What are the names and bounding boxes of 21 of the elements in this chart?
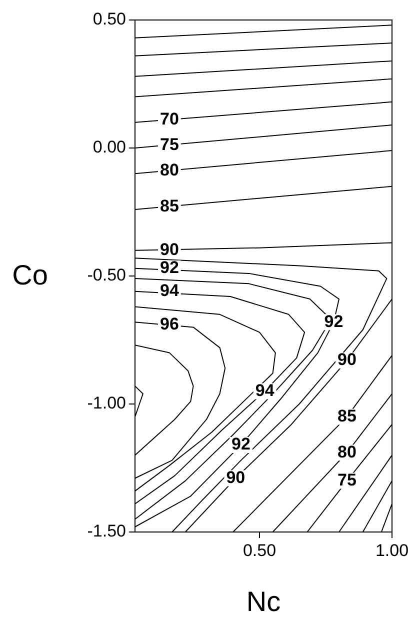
annotation: 92 [232,434,250,454]
annotation: 90 [338,350,356,370]
annotation: 80 [160,160,179,180]
annotation: 96 [160,314,179,334]
y-tick-label: 0.50 [92,10,126,29]
annotation: 92 [160,258,179,278]
x-tick-label: 1.00 [375,540,409,560]
y-axis-title: Co [12,260,48,291]
y-tick-label: -1.50 [87,522,126,541]
annotation: 90 [160,240,179,260]
annotation: 85 [338,406,356,426]
y-tick-label: 0.00 [92,138,126,157]
x-axis-title: Nc [246,586,281,617]
annotation: 75 [338,470,356,490]
annotation: 75 [160,135,179,154]
y-tick-label: -1.00 [87,394,126,413]
y-tick-label: -0.50 [87,266,126,285]
annotation: 80 [338,442,356,462]
annotation: 70 [160,110,179,129]
annotation: 94 [160,281,180,300]
annotation: 85 [160,196,179,216]
